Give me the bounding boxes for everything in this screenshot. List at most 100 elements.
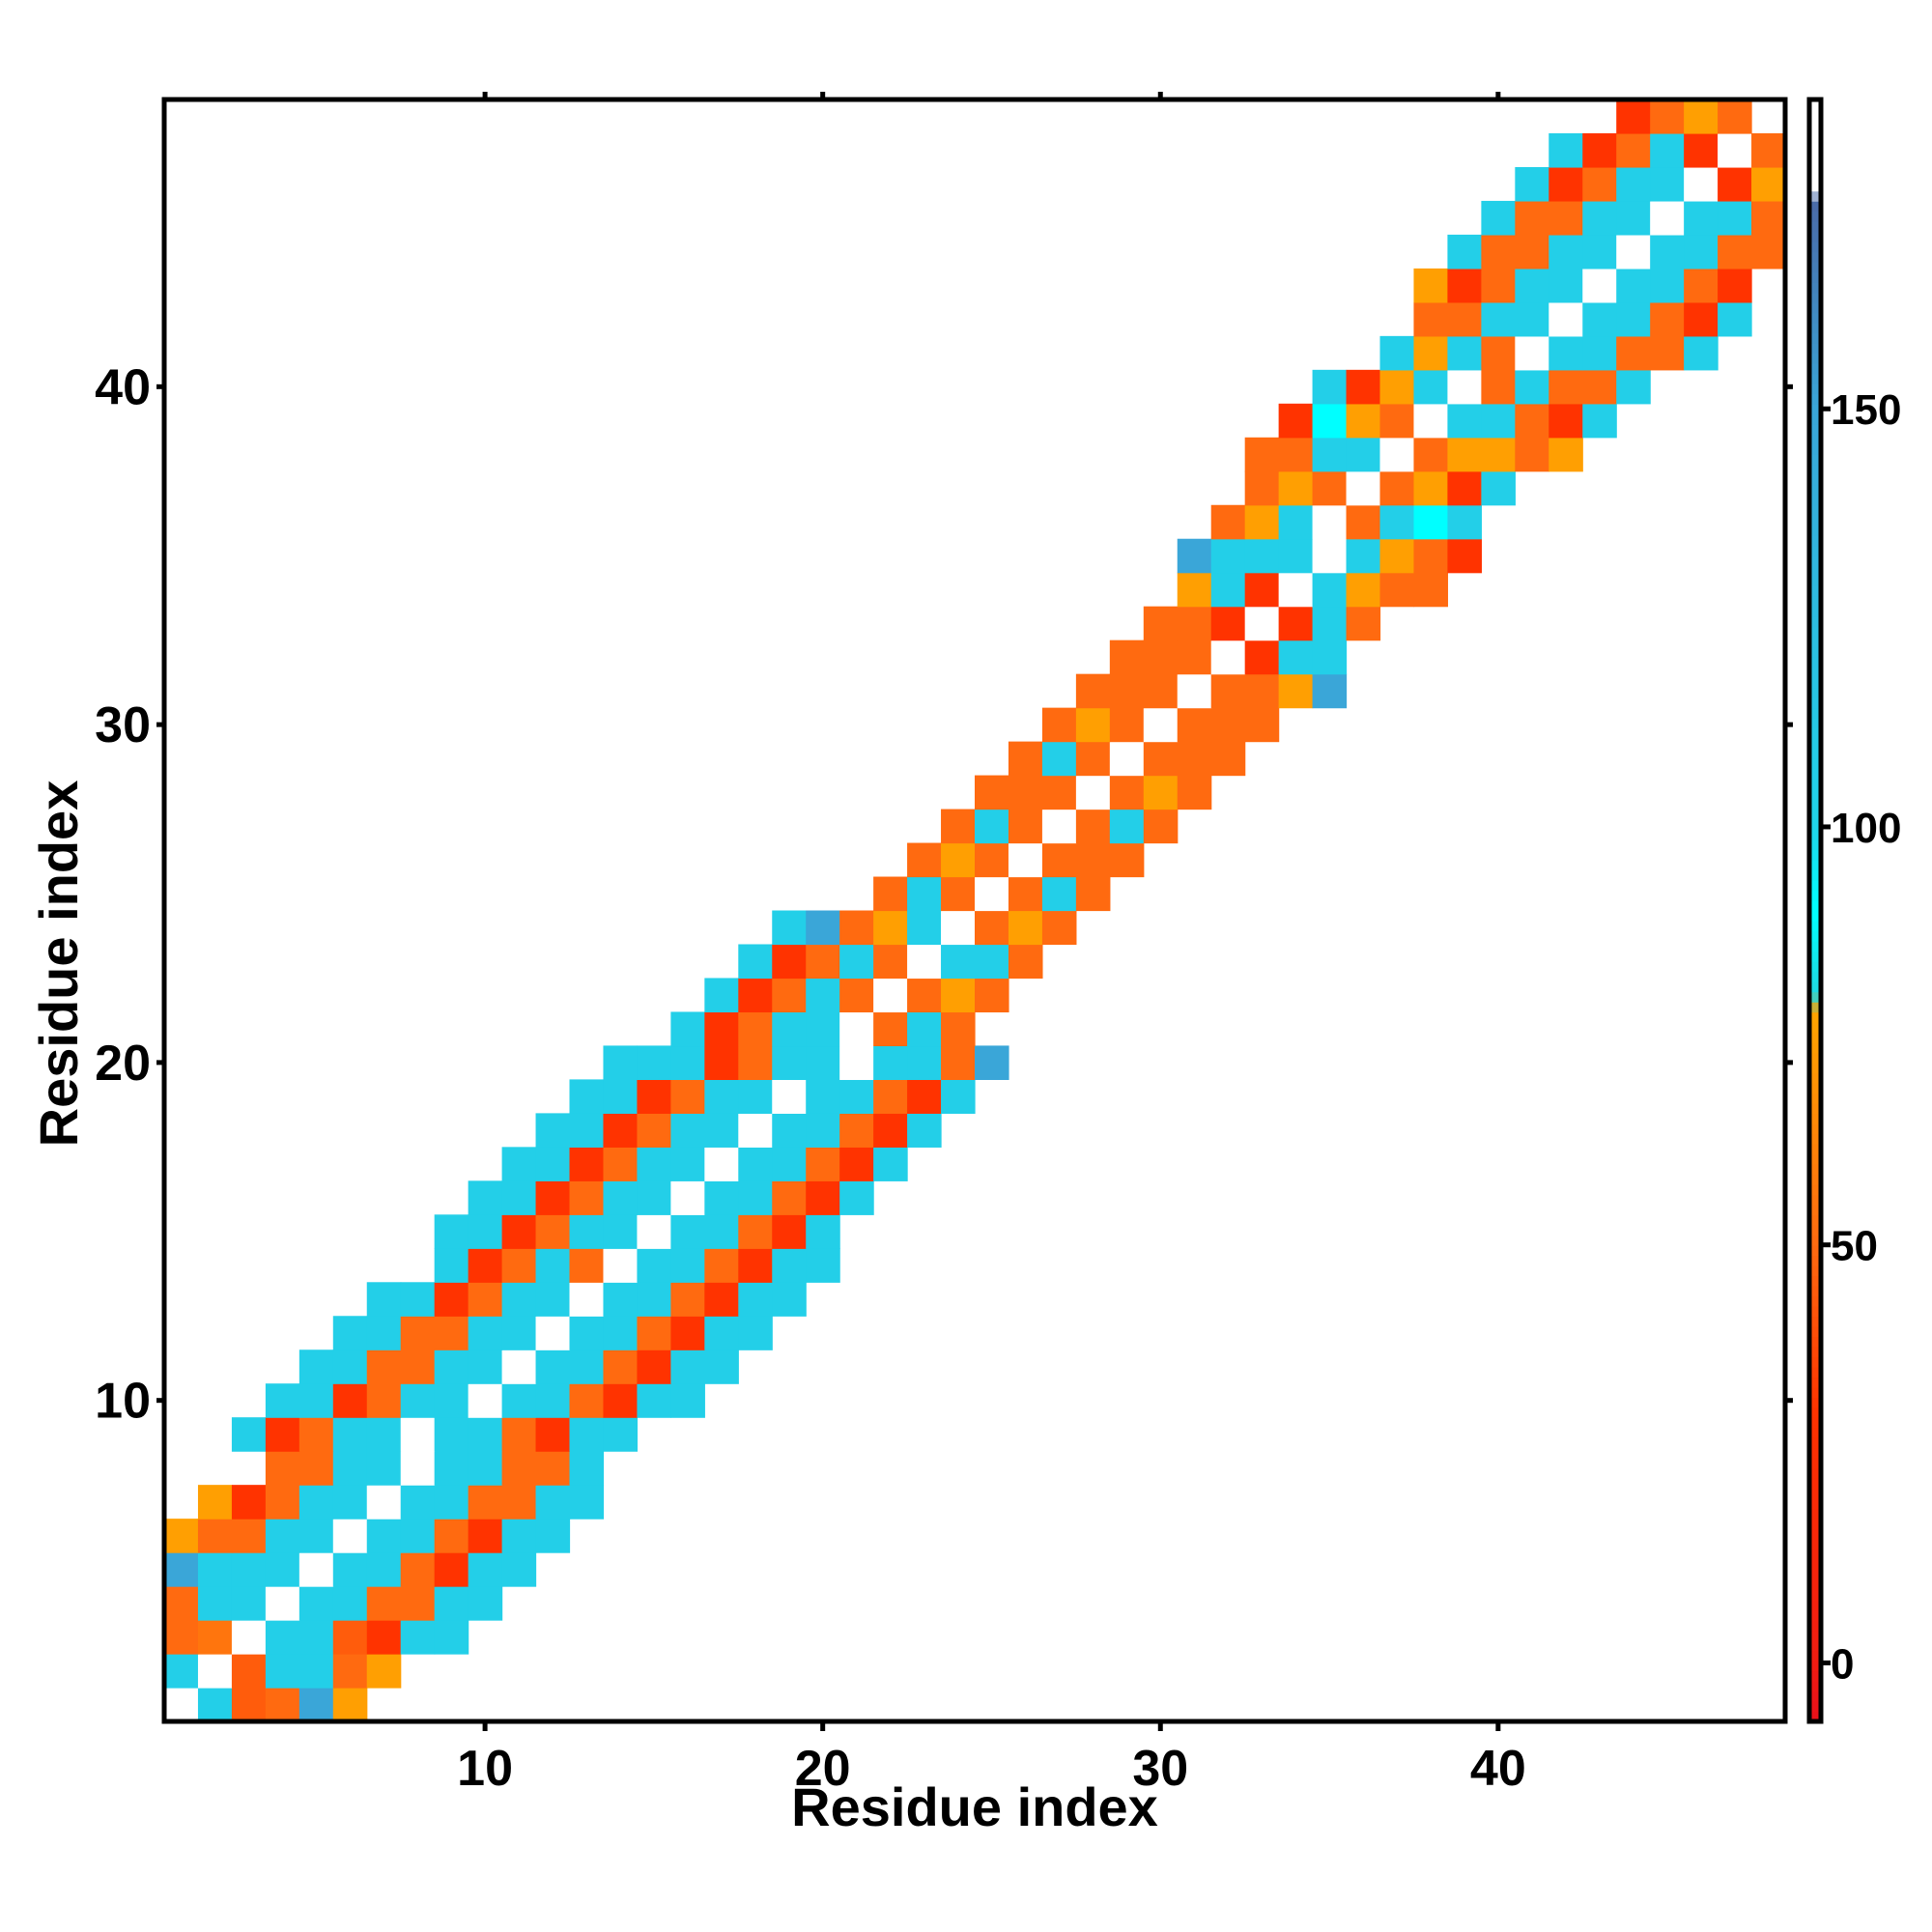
heatmap-cell [231, 1586, 267, 1621]
heatmap-cell [1312, 572, 1348, 608]
colorbar-segment [1809, 555, 1821, 567]
heatmap-cell [1244, 639, 1280, 675]
heatmap-cell [1481, 403, 1516, 439]
colorbar-segment [1809, 880, 1821, 892]
heatmap-cell [873, 944, 908, 980]
colorbar-segment [1809, 565, 1821, 577]
heatmap-cell [839, 910, 874, 946]
heatmap-cell [400, 1417, 436, 1452]
heatmap-cell [839, 1113, 874, 1148]
heatmap-cell [1278, 572, 1314, 608]
heatmap-cell [941, 1011, 976, 1047]
heatmap-cell [704, 1180, 739, 1215]
heatmap-cell [738, 1180, 773, 1215]
colorbar-segment [1809, 1041, 1821, 1054]
heatmap-cell [603, 1113, 639, 1148]
heatmap-cell [873, 978, 908, 1013]
colorbar-segment [1809, 1417, 1821, 1429]
heatmap-cell [1312, 673, 1348, 709]
heatmap-cell [975, 1045, 1009, 1080]
heatmap-cell [1684, 234, 1719, 270]
heatmap-cell [1616, 99, 1651, 134]
heatmap-cell [1751, 132, 1786, 168]
colorbar-segment [1809, 788, 1821, 800]
heatmap-cell [1616, 369, 1651, 405]
heatmap-cell [907, 1113, 942, 1148]
colorbar-segment [1809, 697, 1821, 709]
heatmap-cell [873, 910, 908, 946]
heatmap-cell [603, 1147, 639, 1181]
colorbar-segment [1809, 220, 1821, 233]
heatmap-cell [1177, 538, 1212, 574]
heatmap-cell [806, 1147, 840, 1181]
heatmap-cell [1346, 369, 1381, 405]
colorbar-segment [1809, 1519, 1821, 1530]
heatmap-cell [603, 1383, 639, 1418]
colorbar-segment [1809, 312, 1821, 324]
colorbar-segment [1809, 1072, 1821, 1084]
colorbar-segment [1809, 727, 1821, 739]
heatmap-cell [501, 1417, 537, 1452]
colorbar-segment [1809, 1011, 1821, 1023]
heatmap-cell [434, 1552, 469, 1587]
colorbar-segment [1809, 1640, 1821, 1652]
plot-frame [161, 97, 1788, 1724]
heatmap-cell [772, 1248, 807, 1283]
heatmap-cell [772, 1079, 807, 1114]
heatmap-cell [1008, 910, 1043, 946]
heatmap-cell [1177, 707, 1212, 743]
heatmap-cell [569, 1214, 605, 1249]
colorbar-segment [1809, 1508, 1821, 1520]
heatmap-cell [1244, 606, 1280, 641]
heatmap-cell [637, 1383, 671, 1418]
heatmap-cell [1041, 809, 1077, 844]
heatmap-cell [873, 1113, 908, 1148]
colorbar-segment [1809, 1437, 1821, 1449]
heatmap-cell [501, 1451, 537, 1486]
colorbar-segment [1809, 301, 1821, 314]
colorbar-segment [1809, 596, 1821, 608]
colorbar-segment [1809, 1488, 1821, 1499]
heatmap-cell [772, 1147, 807, 1181]
heatmap-cell [941, 876, 976, 912]
heatmap-cell [806, 944, 840, 980]
colorbar-segment [1809, 1609, 1821, 1621]
heatmap-cell [637, 1350, 671, 1384]
colorbar-segment [1809, 545, 1821, 557]
heatmap-cell [637, 1214, 671, 1249]
heatmap-cell [1582, 132, 1617, 168]
heatmap-cell [772, 1045, 807, 1080]
heatmap-cell [1143, 809, 1179, 844]
heatmap-cell [907, 842, 942, 878]
heatmap-cell [1177, 639, 1212, 675]
heatmap-cell [265, 1586, 300, 1621]
colorbar-segment [1809, 1690, 1821, 1702]
heatmap-cell [434, 1519, 469, 1553]
heatmap-cell [1718, 268, 1752, 303]
heatmap-cell [468, 1350, 503, 1384]
colorbar-segment [1809, 1153, 1821, 1165]
heatmap-cell [332, 1417, 368, 1452]
heatmap-cell [1278, 504, 1314, 540]
colorbar-segment [1809, 1630, 1821, 1641]
heatmap-cell [400, 1519, 436, 1553]
heatmap-cell [298, 1451, 334, 1486]
heatmap-cell [265, 1417, 300, 1452]
heatmap-cell [1582, 234, 1617, 270]
heatmap-cell [569, 1248, 605, 1283]
colorbar-segment [1809, 960, 1821, 973]
heatmap-cell [1143, 775, 1179, 810]
colorbar-segment [1809, 1559, 1821, 1571]
heatmap-cell [670, 1045, 705, 1080]
heatmap-cell [332, 1519, 368, 1553]
heatmap-cell [1582, 301, 1617, 337]
heatmap-cell [1312, 639, 1348, 675]
heatmap-cell [535, 1316, 571, 1350]
heatmap-cell [1008, 944, 1043, 980]
colorbar-segment [1809, 1285, 1821, 1297]
heatmap-cell [1278, 538, 1314, 574]
heatmap-cell [501, 1383, 537, 1418]
y-axis-left: 10 20 30 40 [95, 359, 164, 1430]
heatmap-cell [1346, 572, 1381, 608]
